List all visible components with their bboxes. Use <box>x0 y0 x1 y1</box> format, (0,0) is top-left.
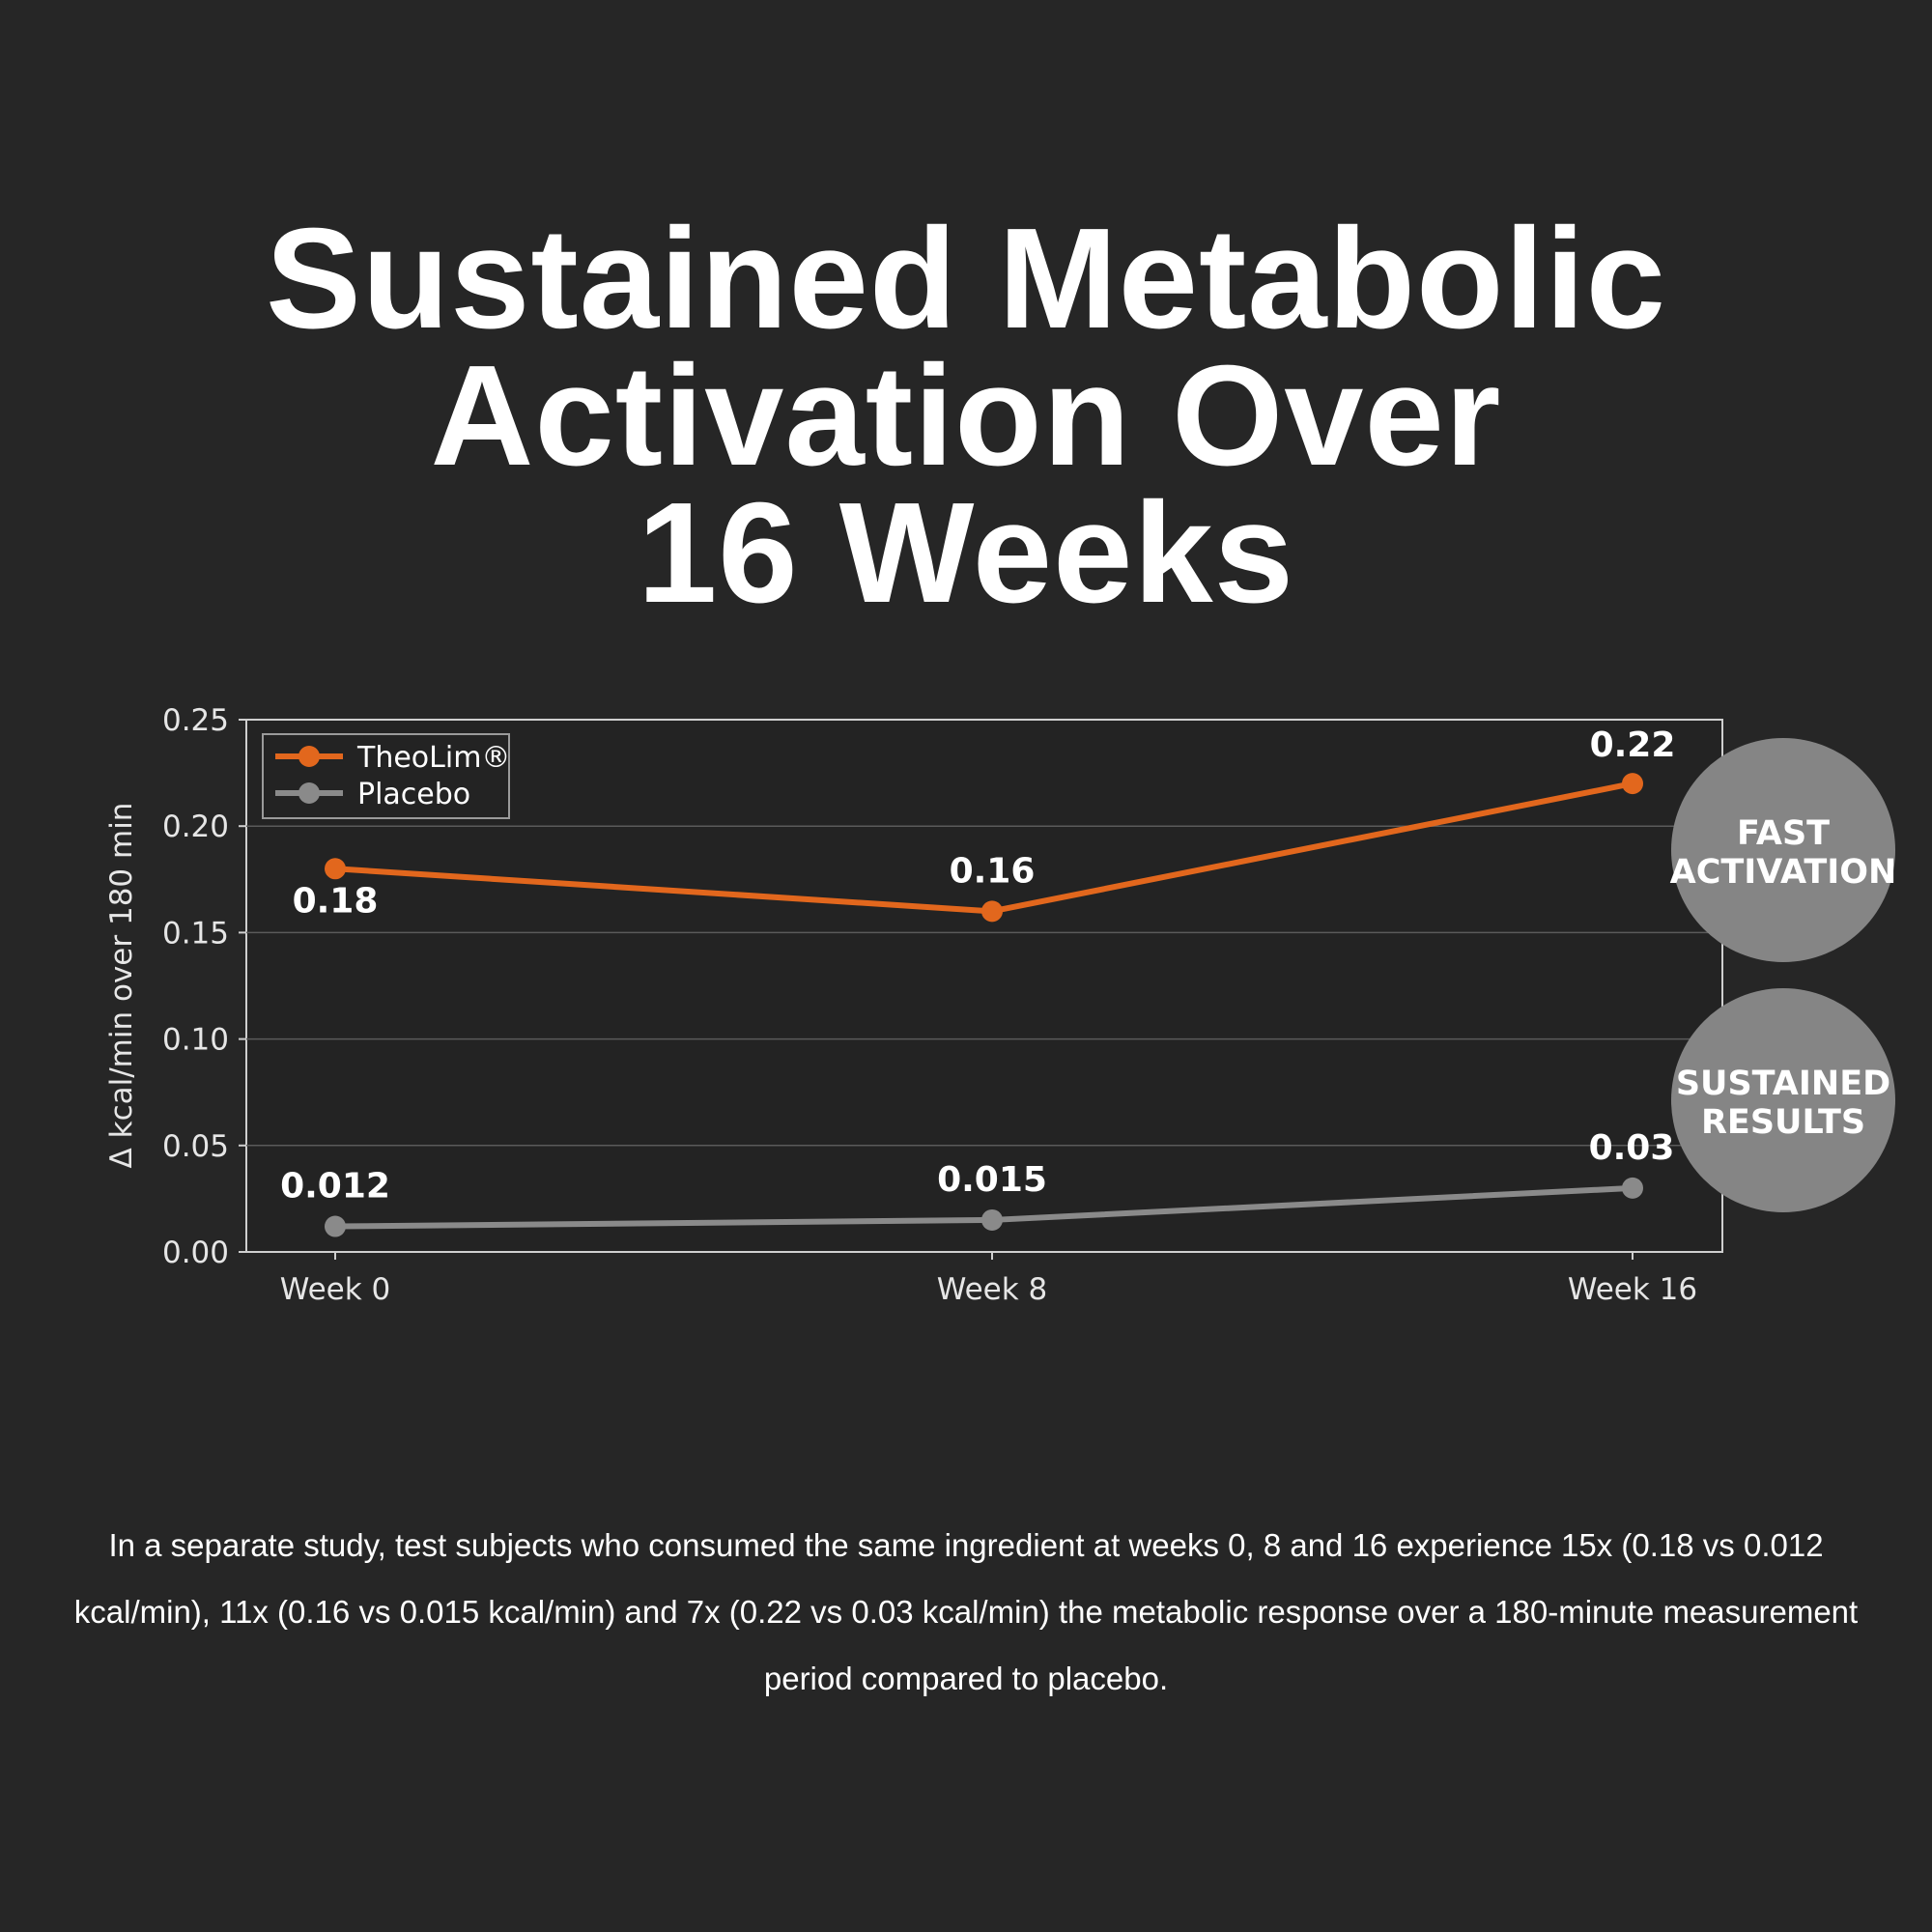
data-point <box>981 1208 1003 1231</box>
y-tick-label: 0.25 <box>162 703 229 738</box>
data-label: 0.18 <box>293 881 379 921</box>
badge-text: SUSTAINED <box>1676 1065 1890 1103</box>
data-point <box>325 858 346 880</box>
legend: TheoLim®Placebo <box>262 733 510 819</box>
data-label: 0.16 <box>950 851 1036 891</box>
data-point <box>1622 1177 1643 1199</box>
data-point <box>981 900 1003 923</box>
headline-line-1: Sustained Metabolic <box>266 199 1666 358</box>
legend-label: Placebo <box>357 778 470 811</box>
legend-swatch-marker <box>298 746 320 767</box>
x-tick-label: Week 8 <box>937 1272 1048 1307</box>
line-chart: 0.00 0.05 0.10 0.15 0.20 0.25 Week 0 Week 8 Week… <box>104 703 1897 1307</box>
badge-text: FAST <box>1737 814 1830 853</box>
data-label: 0.22 <box>1590 725 1676 765</box>
legend-swatch-marker <box>298 782 320 804</box>
y-tick-label: 0.20 <box>162 810 229 844</box>
legend-label: TheoLim® <box>356 741 510 775</box>
headline-line-2: Activation Over <box>430 336 1502 496</box>
data-label: 0.015 <box>937 1160 1047 1200</box>
data-label: 0.03 <box>1589 1128 1675 1168</box>
headline-line-3: 16 Weeks <box>638 473 1294 633</box>
y-tick-label: 0.05 <box>162 1129 229 1164</box>
y-axis-label: Δ kcal/min over 180 min <box>104 803 139 1169</box>
badge-text: RESULTS <box>1701 1103 1865 1142</box>
badge-circle <box>1671 738 1895 962</box>
x-tick-label: Week 16 <box>1568 1272 1697 1307</box>
x-tick-label: Week 0 <box>280 1272 391 1307</box>
y-tick-label: 0.00 <box>162 1236 229 1270</box>
data-label: 0.012 <box>280 1167 390 1207</box>
badge-text: ACTIVATION <box>1670 853 1897 892</box>
data-point <box>1622 773 1643 795</box>
headline: Sustained Metabolic Activation Over 16 W… <box>0 199 1932 633</box>
y-tick-label: 0.10 <box>162 1023 229 1058</box>
data-point <box>325 1215 346 1237</box>
y-tick-label: 0.15 <box>162 916 229 951</box>
badge-circle <box>1671 988 1895 1212</box>
caption-text: In a separate study, test subjects who c… <box>73 1527 1859 1696</box>
